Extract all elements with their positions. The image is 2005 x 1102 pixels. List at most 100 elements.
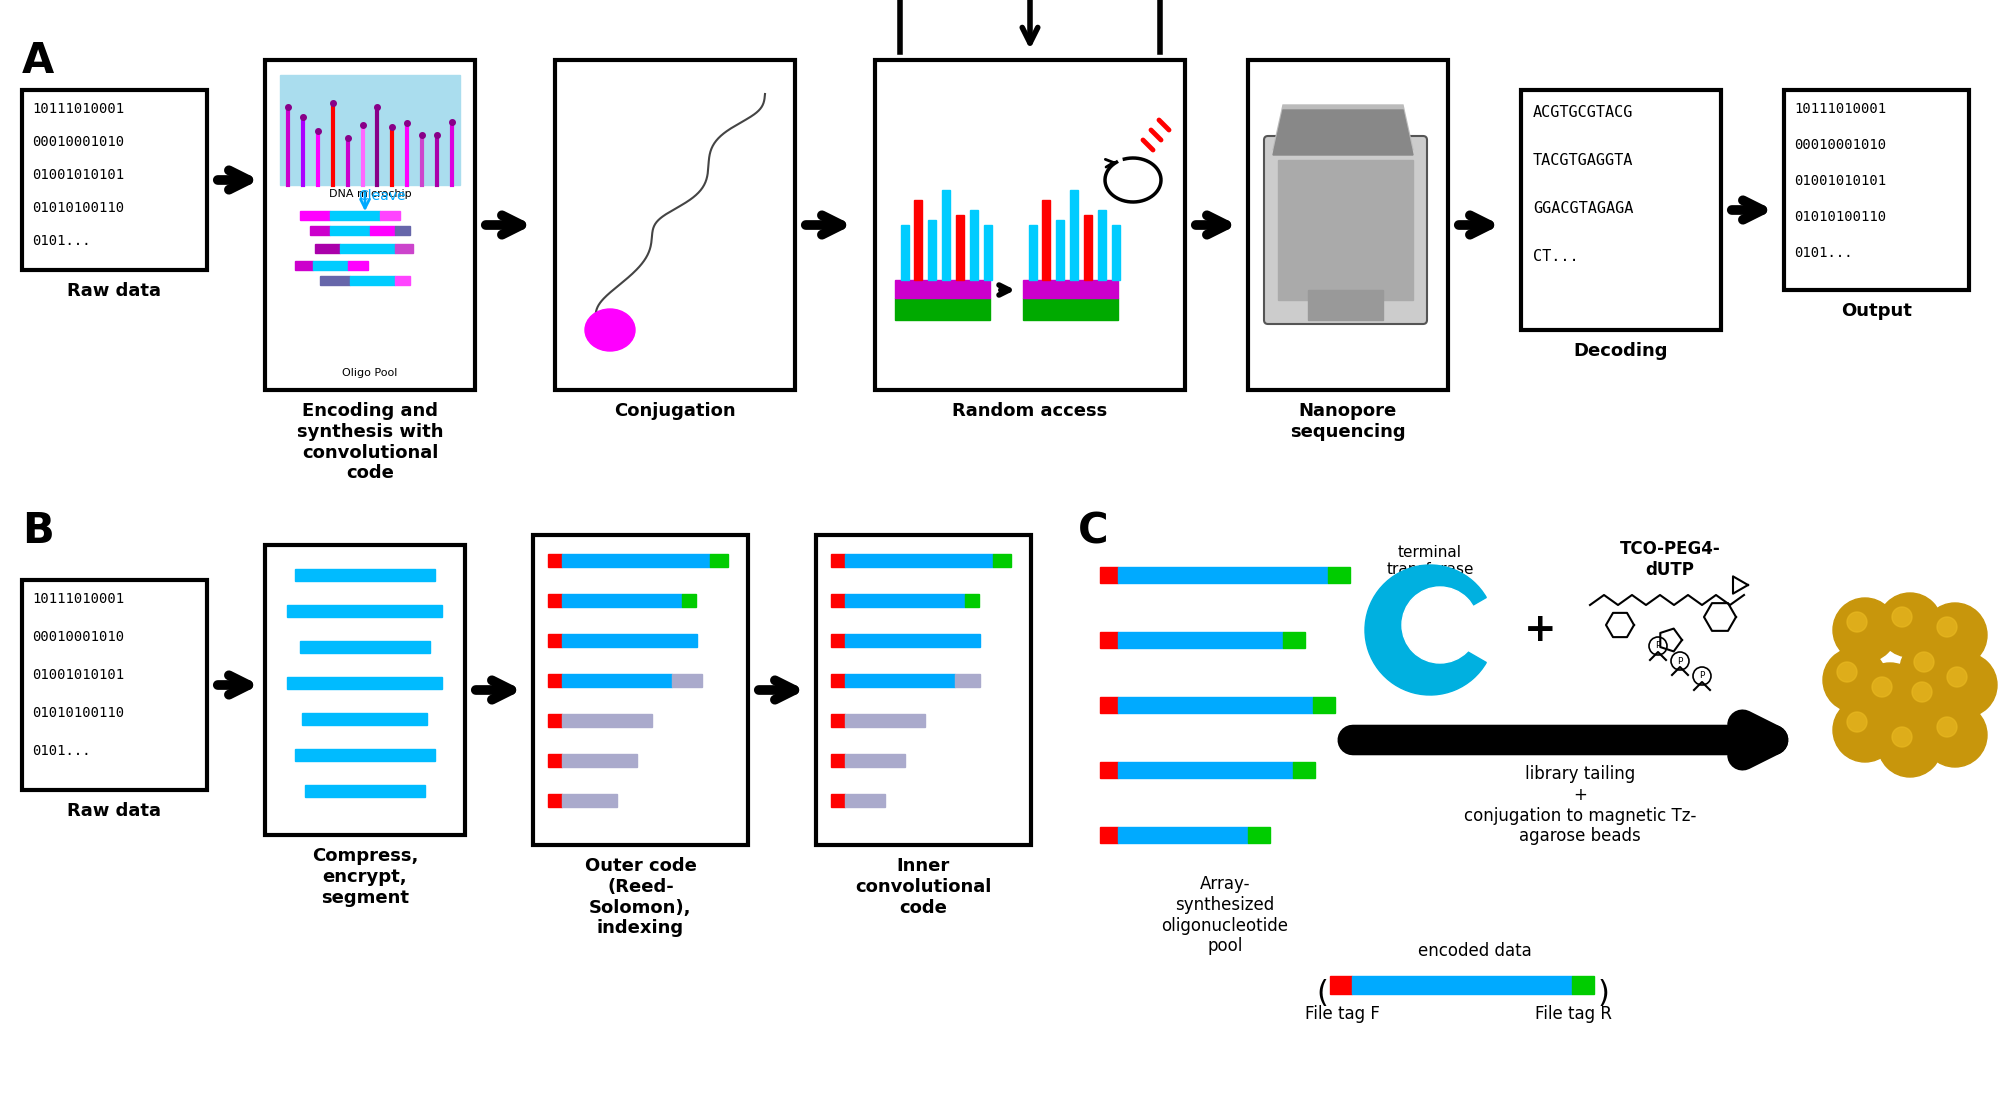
Ellipse shape — [585, 309, 636, 352]
Bar — [22, 580, 207, 790]
Circle shape — [1847, 712, 1867, 732]
Bar — [830, 754, 844, 767]
Text: terminal
transferase: terminal transferase — [1385, 545, 1474, 577]
Bar — [533, 534, 748, 845]
Bar — [561, 713, 652, 726]
Text: Oligo Pool: Oligo Pool — [343, 368, 397, 378]
Text: 01001010101: 01001010101 — [32, 668, 124, 682]
Text: 01010100110: 01010100110 — [32, 201, 124, 215]
Text: 0101...: 0101... — [32, 234, 90, 248]
Bar — [894, 298, 990, 320]
Text: DNA microchip: DNA microchip — [329, 190, 411, 199]
Bar — [315, 244, 339, 252]
Bar — [561, 634, 696, 647]
Text: 10111010001: 10111010001 — [32, 102, 124, 116]
Bar — [547, 713, 561, 726]
Bar — [265, 60, 475, 390]
Bar — [311, 226, 331, 235]
Circle shape — [1833, 598, 1897, 662]
Circle shape — [1899, 638, 1963, 702]
Text: P: P — [1654, 641, 1660, 650]
Polygon shape — [1273, 105, 1412, 150]
Bar — [1327, 568, 1349, 583]
Bar — [1572, 976, 1594, 994]
Bar — [1029, 225, 1037, 280]
Text: A: A — [22, 40, 54, 82]
Bar — [305, 785, 425, 797]
Bar — [1277, 160, 1412, 300]
Text: P: P — [1698, 671, 1704, 681]
Bar — [1099, 568, 1117, 583]
Bar — [844, 553, 992, 566]
Bar — [1099, 696, 1117, 713]
Bar — [547, 673, 561, 687]
Bar — [894, 280, 990, 298]
Bar — [1117, 761, 1293, 778]
Text: File tag R: File tag R — [1534, 1005, 1612, 1023]
Bar — [295, 749, 435, 761]
Text: GGACGTAGAGA: GGACGTAGAGA — [1532, 201, 1632, 216]
Text: 0101...: 0101... — [1792, 246, 1853, 260]
Text: Raw data: Raw data — [68, 802, 162, 820]
Text: B: B — [22, 510, 54, 552]
Bar — [672, 673, 702, 687]
Bar — [547, 793, 561, 807]
Bar — [555, 60, 794, 390]
Bar — [339, 244, 395, 252]
Bar — [1307, 290, 1381, 320]
Bar — [287, 605, 443, 617]
Text: ): ) — [1598, 979, 1610, 1007]
Bar — [395, 226, 409, 235]
Text: (: ( — [1315, 979, 1327, 1007]
Bar — [830, 713, 844, 726]
Bar — [347, 260, 367, 270]
FancyBboxPatch shape — [1263, 136, 1426, 324]
Bar — [287, 677, 443, 689]
Bar — [970, 210, 978, 280]
Bar — [1117, 826, 1247, 843]
Bar — [830, 634, 844, 647]
Bar — [914, 199, 922, 280]
Text: File tag F: File tag F — [1303, 1005, 1379, 1023]
Text: Outer code
(Reed-
Solomon),
indexing: Outer code (Reed- Solomon), indexing — [583, 857, 696, 938]
Text: encoded data: encoded data — [1418, 942, 1532, 960]
Bar — [295, 569, 435, 581]
Bar — [830, 673, 844, 687]
Circle shape — [1871, 677, 1891, 696]
Text: 01010100110: 01010100110 — [32, 706, 124, 720]
Bar — [281, 75, 459, 185]
Text: CT...: CT... — [1532, 249, 1578, 264]
Circle shape — [1891, 607, 1911, 627]
Bar — [1117, 633, 1283, 648]
Bar — [1083, 215, 1091, 280]
Bar — [331, 210, 379, 219]
Text: 10111010001: 10111010001 — [32, 592, 124, 606]
Text: 01001010101: 01001010101 — [32, 168, 124, 182]
Circle shape — [1837, 662, 1857, 682]
Circle shape — [1833, 698, 1897, 761]
Text: library tailing
+
conjugation to magnetic Tz-
agarose beads: library tailing + conjugation to magneti… — [1464, 765, 1696, 845]
Bar — [844, 673, 954, 687]
Bar — [1041, 199, 1049, 280]
Bar — [942, 190, 950, 280]
Circle shape — [1923, 603, 1987, 667]
Text: 10111010001: 10111010001 — [1792, 102, 1885, 116]
Circle shape — [1401, 587, 1478, 663]
Text: Conjugation: Conjugation — [614, 402, 736, 420]
Circle shape — [1847, 612, 1867, 633]
Bar — [1055, 220, 1063, 280]
Bar — [301, 210, 331, 219]
Bar — [844, 793, 884, 807]
Bar — [954, 673, 980, 687]
Circle shape — [1937, 717, 1957, 737]
Bar — [1069, 190, 1077, 280]
Bar — [313, 260, 347, 270]
Bar — [992, 553, 1011, 566]
Bar — [1247, 826, 1269, 843]
Bar — [830, 594, 844, 606]
Bar — [561, 754, 638, 767]
Bar — [1329, 976, 1351, 994]
Bar — [1117, 568, 1327, 583]
Bar — [22, 90, 207, 270]
Circle shape — [1937, 617, 1957, 637]
